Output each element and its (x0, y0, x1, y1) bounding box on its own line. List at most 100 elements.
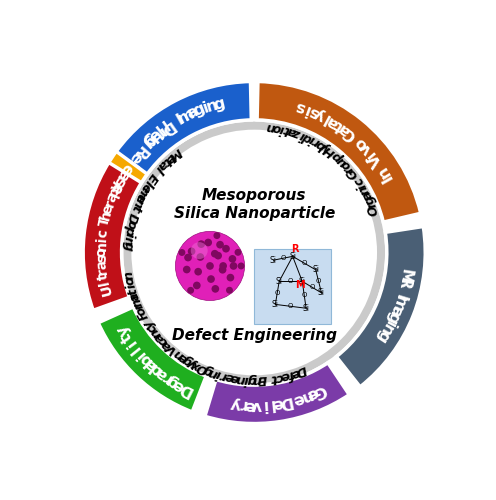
Text: o: o (95, 247, 109, 257)
Wedge shape (98, 307, 206, 412)
Text: d: d (146, 360, 165, 378)
Circle shape (235, 249, 242, 256)
Text: E: E (143, 170, 159, 186)
Text: y: y (186, 356, 199, 371)
Text: g: g (140, 132, 159, 151)
Text: i: i (307, 132, 316, 146)
Text: D: D (293, 362, 309, 378)
Text: a: a (127, 290, 142, 302)
Text: e: e (126, 148, 144, 166)
Text: e: e (292, 390, 307, 407)
Wedge shape (205, 363, 349, 424)
Text: l: l (123, 156, 138, 170)
Text: c: c (156, 334, 170, 348)
Text: D: D (156, 118, 176, 138)
Text: i: i (381, 318, 397, 330)
Text: i: i (95, 236, 109, 242)
Text: a: a (184, 104, 200, 122)
Text: O: O (288, 278, 294, 284)
Text: o: o (133, 304, 149, 317)
Text: g: g (181, 352, 195, 368)
Text: e: e (271, 395, 285, 411)
Text: c: c (352, 174, 367, 188)
Text: r: r (219, 368, 228, 382)
Text: l: l (152, 164, 165, 175)
Text: a: a (152, 330, 167, 344)
Text: Si: Si (303, 304, 310, 312)
Text: t: t (282, 123, 292, 137)
Circle shape (213, 232, 220, 239)
Text: f: f (286, 367, 295, 381)
Text: n: n (374, 162, 393, 180)
Text: u: u (146, 127, 164, 146)
Text: y: y (114, 322, 132, 339)
Circle shape (216, 241, 224, 248)
Text: n: n (357, 184, 372, 198)
Text: O: O (280, 256, 286, 262)
Text: n: n (376, 321, 395, 338)
Text: n: n (122, 270, 136, 281)
Text: R: R (291, 244, 298, 254)
Circle shape (197, 240, 205, 248)
Text: n: n (266, 120, 276, 134)
Text: e: e (223, 370, 235, 384)
Text: b: b (135, 350, 154, 368)
Text: i: i (261, 397, 267, 412)
Text: r: r (132, 300, 146, 311)
Text: a: a (104, 190, 120, 204)
Circle shape (238, 262, 245, 270)
Circle shape (184, 254, 192, 262)
Text: s: s (307, 103, 321, 120)
Circle shape (183, 266, 190, 274)
Text: l: l (267, 396, 275, 412)
Text: a: a (114, 166, 132, 183)
Text: y: y (318, 140, 332, 155)
Circle shape (193, 282, 201, 290)
Text: G: G (345, 164, 361, 181)
Text: Si: Si (318, 288, 325, 298)
Text: l: l (97, 280, 112, 286)
Text: I: I (379, 171, 395, 183)
Text: R: R (395, 276, 412, 290)
Text: a: a (336, 120, 353, 139)
Circle shape (211, 250, 219, 258)
Text: O: O (302, 292, 307, 298)
Text: e: e (132, 190, 148, 204)
Text: D: D (277, 393, 293, 410)
Text: o: o (271, 120, 282, 135)
Text: e: e (107, 180, 125, 196)
Text: C: C (341, 124, 360, 144)
Text: r: r (102, 198, 118, 208)
Text: H: H (322, 142, 338, 159)
Text: O: O (194, 360, 209, 376)
Text: t: t (270, 371, 278, 384)
Text: G: G (310, 381, 328, 400)
Text: O: O (309, 284, 314, 290)
Text: e: e (229, 370, 240, 385)
Circle shape (176, 232, 245, 300)
Text: v: v (251, 398, 262, 412)
Text: i: i (243, 372, 248, 386)
Circle shape (207, 275, 215, 283)
Text: i: i (302, 102, 312, 117)
Text: V: V (366, 150, 385, 169)
Text: t: t (126, 286, 140, 296)
Text: e: e (176, 350, 190, 366)
Text: x: x (190, 358, 204, 374)
Text: T: T (97, 215, 113, 228)
Text: e: e (137, 180, 153, 194)
Text: c: c (145, 322, 160, 336)
Text: c: c (274, 370, 285, 384)
Wedge shape (116, 82, 251, 174)
Text: n: n (148, 325, 164, 340)
Circle shape (229, 255, 236, 262)
Text: Si: Si (270, 256, 277, 264)
Text: l: l (141, 178, 155, 188)
Circle shape (211, 285, 219, 292)
Text: O: O (316, 278, 321, 284)
Circle shape (133, 132, 375, 374)
Text: t: t (119, 330, 135, 344)
Text: v: v (357, 140, 375, 158)
Circle shape (227, 274, 234, 281)
Text: a: a (154, 158, 170, 173)
